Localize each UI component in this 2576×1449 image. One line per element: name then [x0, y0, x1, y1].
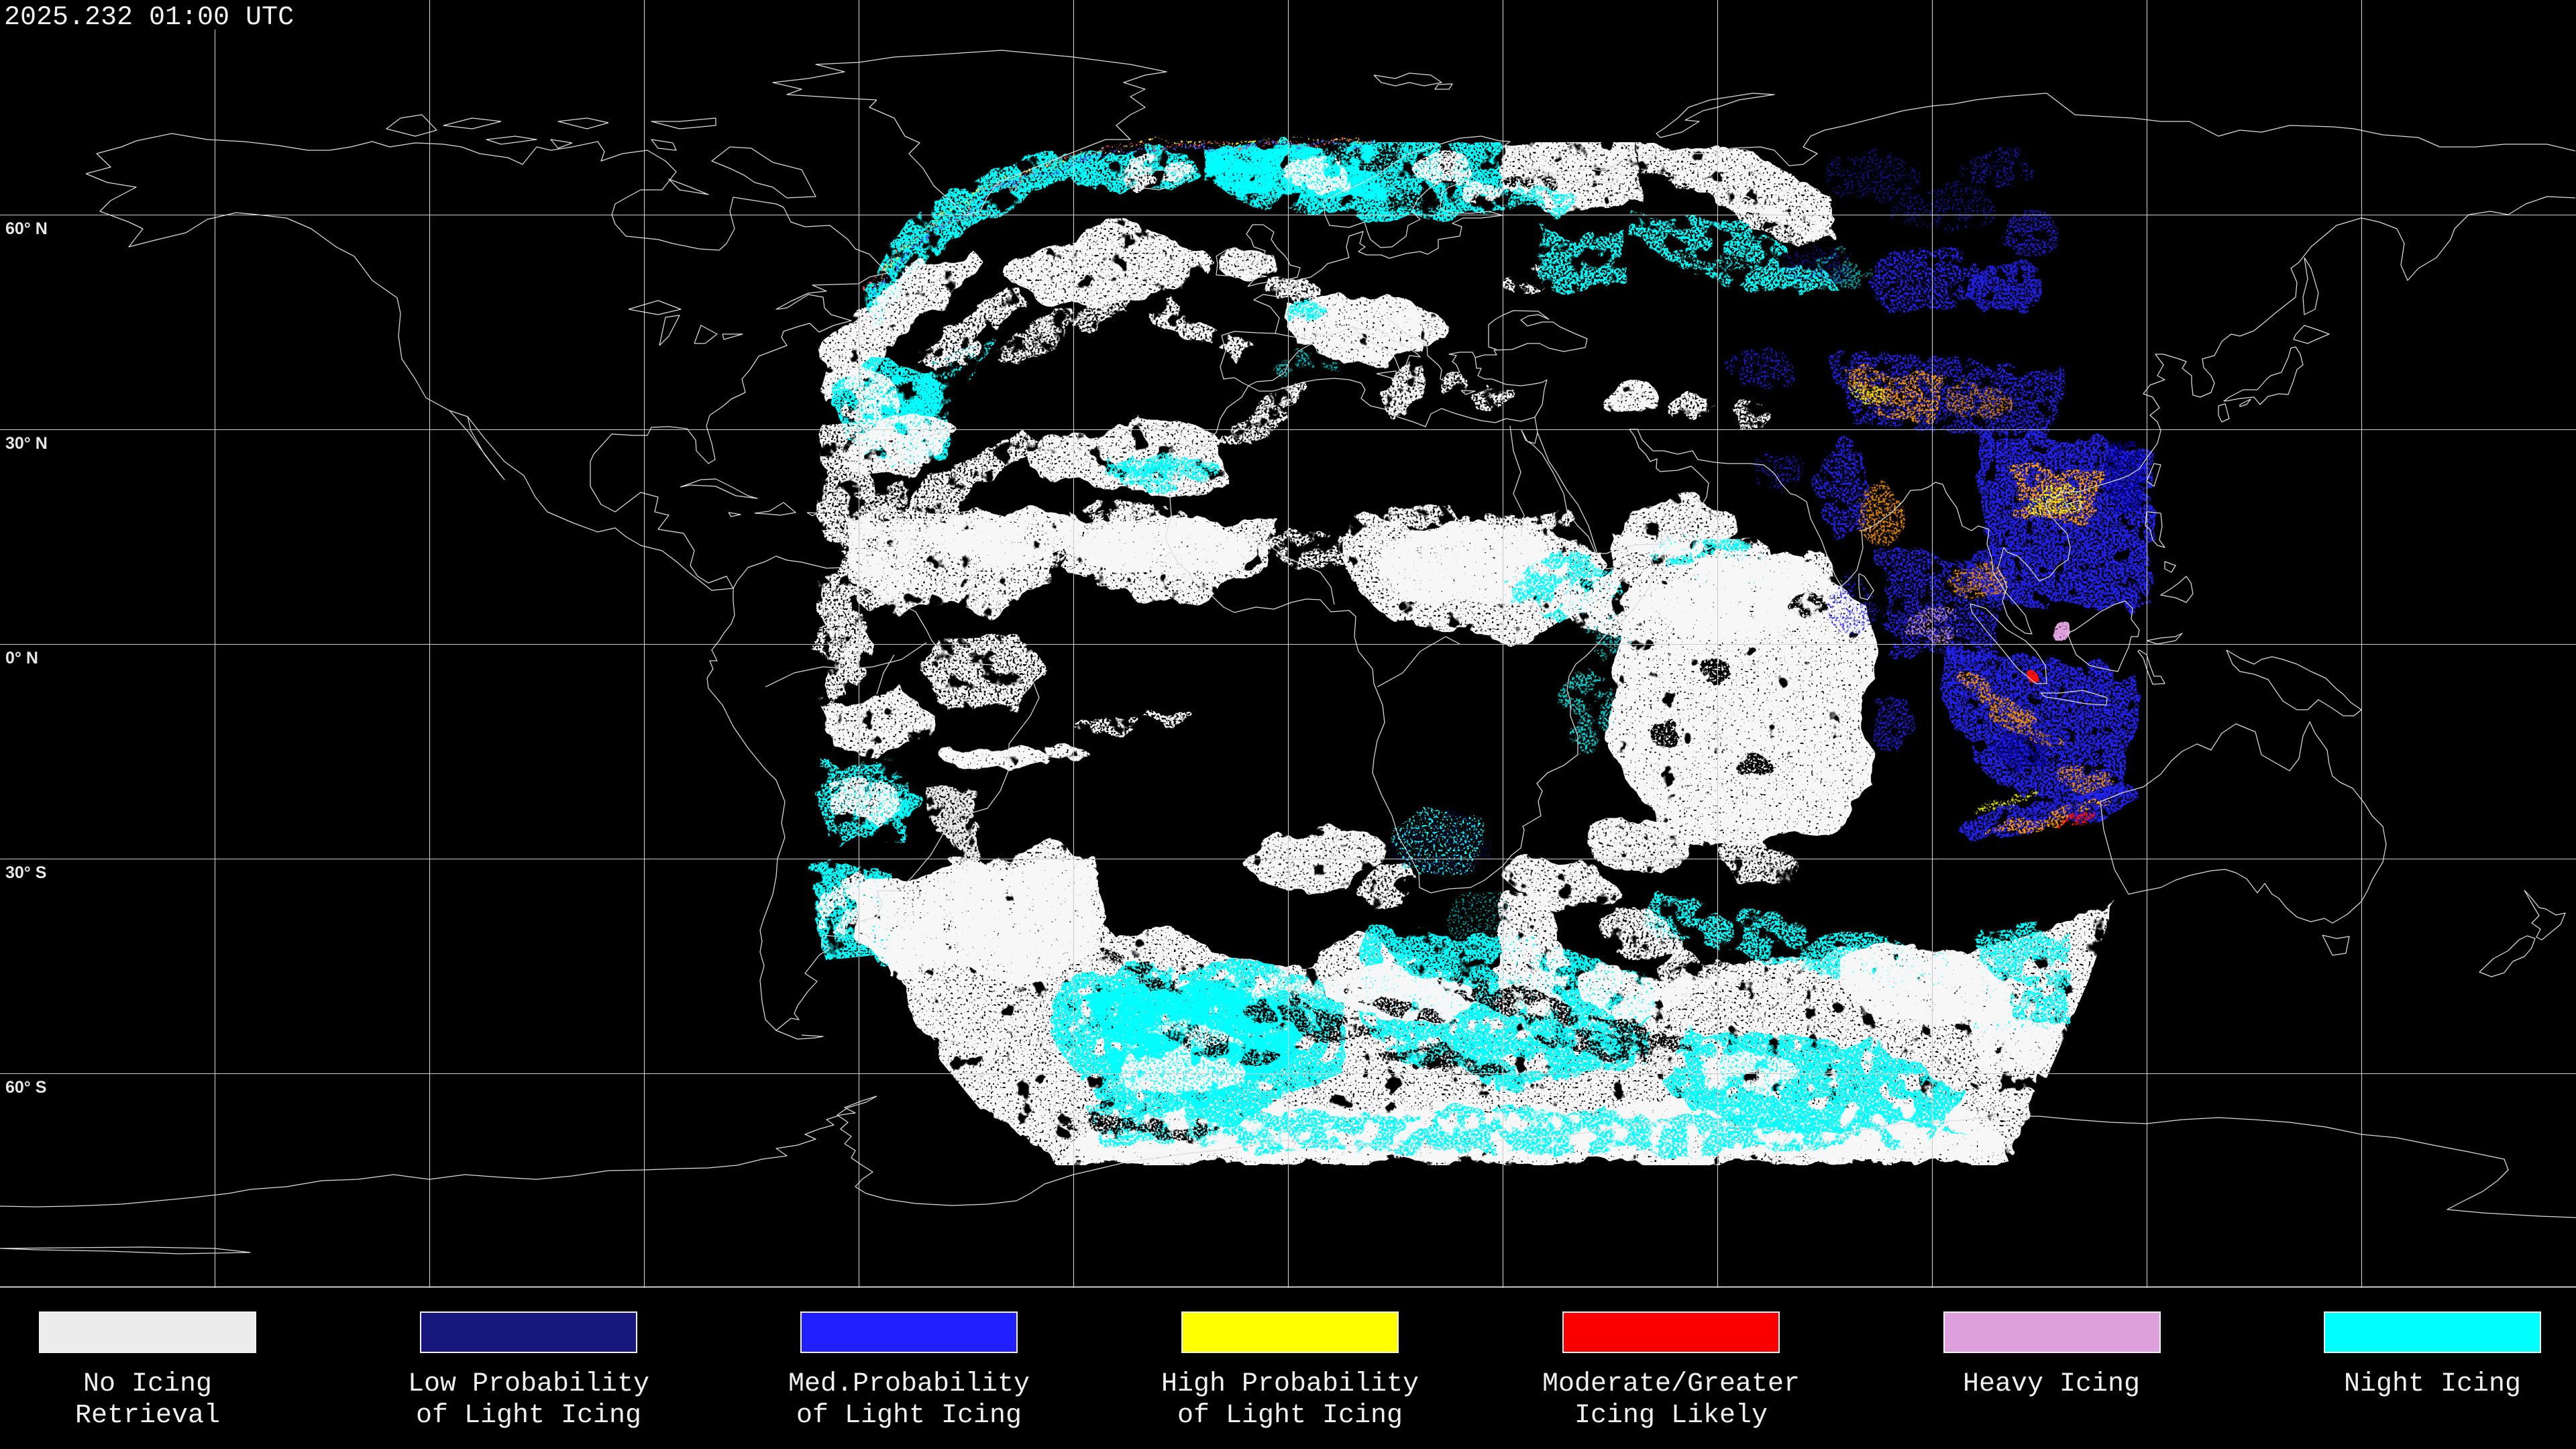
svg-text:of Light Icing: of Light Icing	[796, 1401, 1022, 1431]
svg-text:30° N: 30° N	[5, 434, 48, 453]
svg-text:30° S: 30° S	[5, 863, 46, 882]
svg-text:Heavy Icing: Heavy Icing	[1963, 1369, 2140, 1399]
svg-text:2025.232 01:00 UTC: 2025.232 01:00 UTC	[4, 3, 294, 33]
svg-text:Retrieval: Retrieval	[75, 1401, 220, 1431]
svg-text:Moderate/Greater: Moderate/Greater	[1542, 1369, 1800, 1399]
svg-text:60° S: 60° S	[5, 1078, 46, 1097]
svg-text:0° N: 0° N	[5, 649, 38, 667]
svg-text:High Probability: High Probability	[1161, 1369, 1419, 1399]
svg-text:Icing Likely: Icing Likely	[1574, 1401, 1768, 1431]
svg-text:60° N: 60° N	[5, 219, 48, 238]
svg-text:Night Icing: Night Icing	[2344, 1369, 2521, 1399]
svg-text:of Light Icing: of Light Icing	[1177, 1401, 1403, 1431]
svg-text:Low Probability: Low Probability	[408, 1369, 649, 1399]
svg-text:Med.Probability: Med.Probability	[788, 1369, 1030, 1399]
svg-text:No Icing: No Icing	[83, 1369, 212, 1399]
svg-text:of Light Icing: of Light Icing	[416, 1401, 641, 1431]
